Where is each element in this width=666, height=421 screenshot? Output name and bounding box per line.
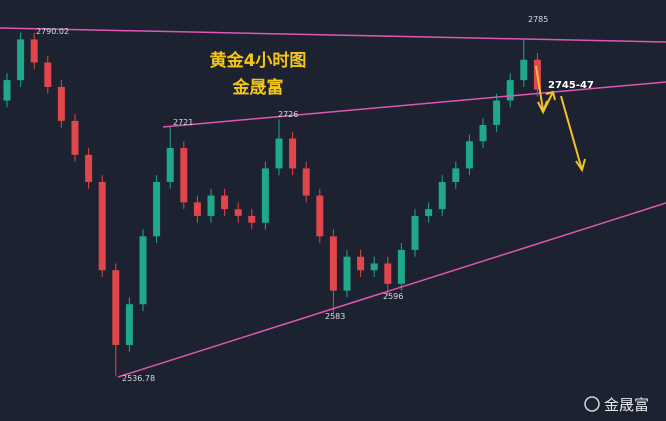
target-label: 2745-47 <box>548 80 594 91</box>
candle-body <box>153 181 161 237</box>
price-label: 2536.78 <box>122 374 155 383</box>
chart-title: 黄金4小时图 <box>210 50 307 71</box>
arrows <box>535 65 586 173</box>
arrow <box>535 65 544 111</box>
candle-body <box>85 154 93 182</box>
candle-body <box>207 195 215 216</box>
trend-line <box>0 27 666 43</box>
price-label: 2790.02 <box>36 27 69 36</box>
candle-body <box>329 236 337 291</box>
arrow <box>542 91 554 113</box>
candle-body <box>479 124 487 142</box>
candle-body <box>343 256 351 291</box>
candle-body <box>316 195 324 237</box>
candle-body <box>180 148 188 203</box>
price-label: 2721 <box>173 118 193 127</box>
price-label: 2785 <box>528 15 548 24</box>
candle-body <box>506 80 514 101</box>
candle-body <box>98 181 106 271</box>
candle-body <box>30 39 38 63</box>
candle-body <box>44 62 52 87</box>
candle-body <box>370 263 378 271</box>
chart-subtitle: 金晟富 <box>232 77 284 98</box>
candle-body <box>261 168 269 223</box>
watermark: 金晟富 <box>604 396 649 414</box>
candle-body <box>465 141 473 169</box>
candles <box>3 32 541 377</box>
candle-body <box>112 270 120 345</box>
candle-body <box>248 215 256 223</box>
price-label: 2726 <box>278 110 298 119</box>
candle-body <box>384 263 392 284</box>
candle-body <box>193 202 201 216</box>
price-label: 2596 <box>383 292 403 301</box>
price-label: 2583 <box>325 312 345 321</box>
candle-body <box>452 168 460 182</box>
candle-body <box>221 195 229 210</box>
candle-body <box>411 215 419 250</box>
arrow <box>560 95 583 171</box>
candle-body <box>139 236 147 305</box>
candle-body <box>289 138 297 169</box>
trend-line <box>162 81 666 128</box>
arrow-head <box>545 90 556 101</box>
trend-line <box>117 202 666 378</box>
arrow-head <box>575 158 586 173</box>
candle-body <box>125 304 133 345</box>
candle-body <box>71 120 79 155</box>
candle-body <box>493 100 501 125</box>
watermark-icon <box>584 396 600 412</box>
candle-body <box>302 168 310 196</box>
candle-body <box>17 39 25 81</box>
candle-body <box>425 209 433 216</box>
candle-body <box>397 249 405 284</box>
candle-body <box>275 138 283 169</box>
candle-body <box>166 148 174 182</box>
candle-body <box>520 59 528 81</box>
candle-body <box>357 256 365 271</box>
candle-body <box>3 80 11 101</box>
candle-body <box>438 181 446 210</box>
candle-body <box>234 209 242 216</box>
candle-body <box>57 86 65 121</box>
